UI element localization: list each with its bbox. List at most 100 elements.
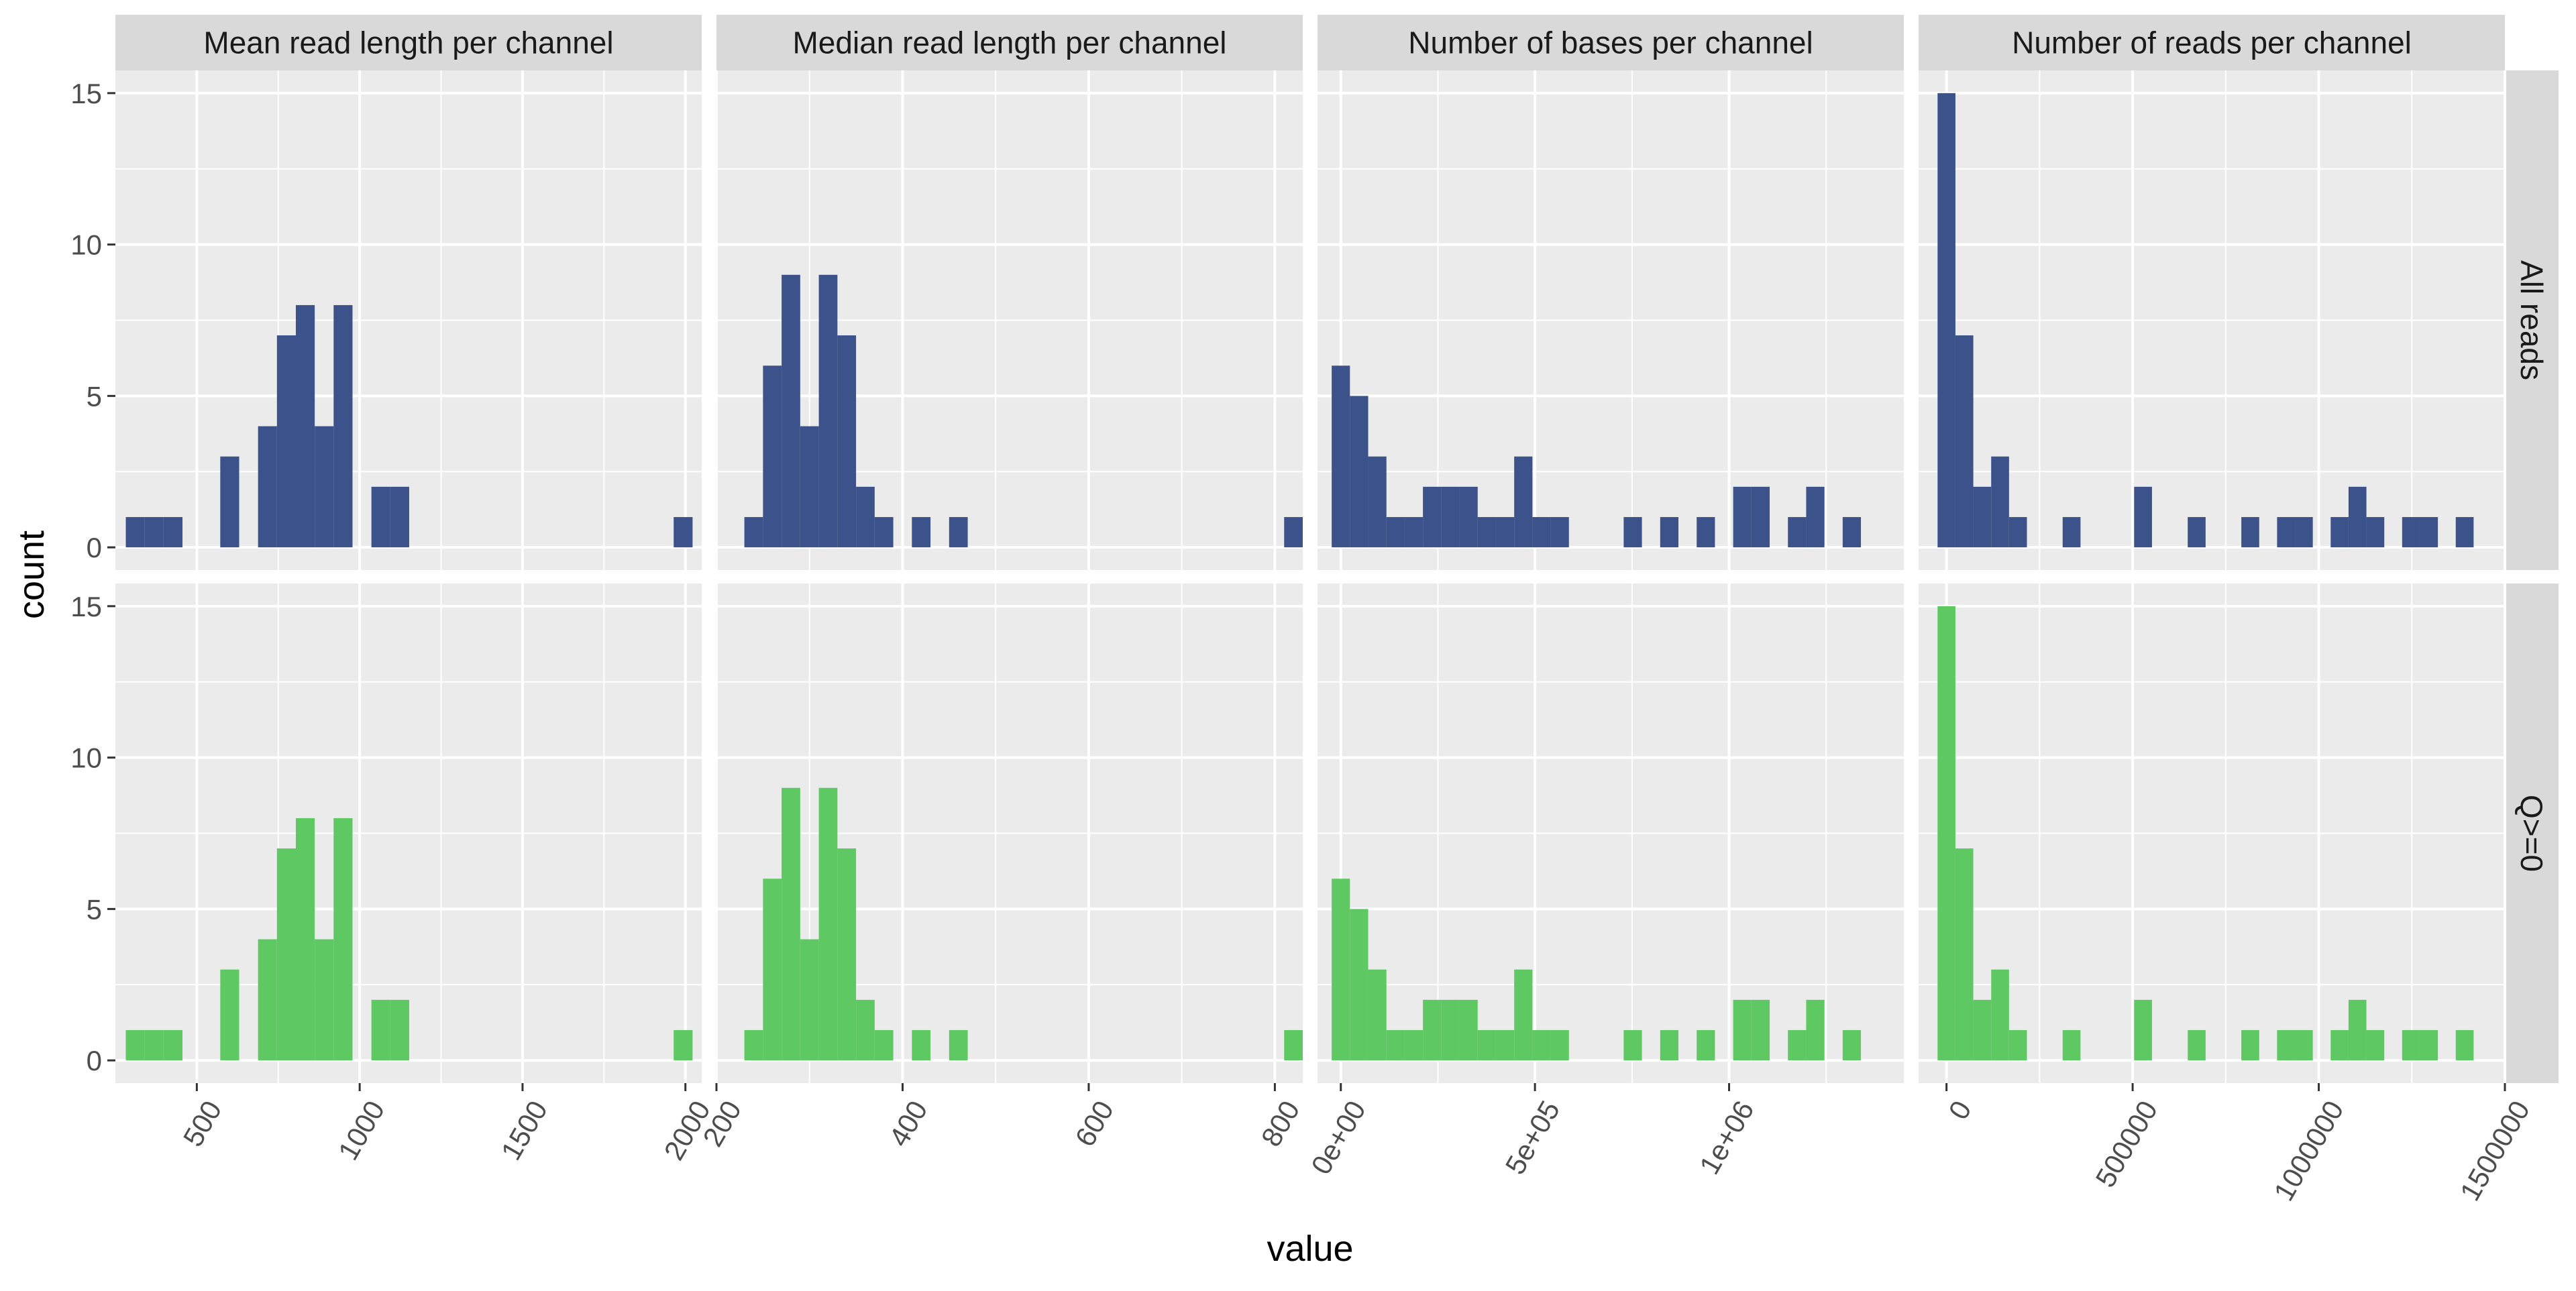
histogram-bar: [674, 516, 693, 548]
histogram-bar: [1550, 1029, 1569, 1061]
histogram-bar: [782, 787, 800, 1061]
histogram-bar: [744, 516, 763, 548]
histogram-bar: [1660, 516, 1679, 548]
histogram-bar: [258, 939, 277, 1061]
histogram-bar: [1423, 486, 1442, 548]
histogram-bar: [1514, 456, 1533, 548]
y-tick-label: 0: [87, 532, 102, 563]
histogram-bar: [276, 848, 296, 1061]
histogram-bar: [2241, 1029, 2259, 1061]
row-strip-label: Q>=0: [2514, 795, 2549, 872]
histogram-bar: [1284, 516, 1303, 548]
histogram-bar: [818, 787, 838, 1061]
x-tick-label: 5e+05: [1499, 1095, 1566, 1180]
histogram-bar: [1441, 486, 1460, 548]
histogram-bar: [2330, 1029, 2349, 1061]
histogram-bar: [333, 304, 353, 548]
histogram-bar: [744, 1029, 763, 1061]
histogram-bar: [1991, 969, 2009, 1061]
x-tick-label: 200: [696, 1095, 747, 1152]
histogram-bar: [2366, 516, 2385, 548]
histogram-bar: [1404, 1029, 1424, 1061]
histogram-bar: [2402, 516, 2420, 548]
histogram-bar: [874, 1029, 894, 1061]
histogram-bar: [220, 456, 239, 548]
facet-strip: [1919, 15, 2505, 70]
histogram-bar: [144, 516, 164, 548]
x-tick-label: 0e+00: [1305, 1095, 1372, 1180]
histogram-bar: [1733, 999, 1752, 1061]
x-tick-label: 1e+06: [1693, 1095, 1760, 1180]
y-axis-title: count: [11, 530, 52, 619]
row-strip: [2505, 583, 2559, 1083]
histogram-bar: [1937, 606, 1955, 1061]
histogram-bar: [1973, 486, 1992, 548]
y-tick-label: 15: [70, 591, 102, 622]
x-tick-label: 500: [177, 1095, 228, 1152]
histogram-bar: [1350, 909, 1368, 1061]
histogram-bar: [763, 879, 782, 1061]
histogram-bar: [1623, 516, 1642, 548]
histogram-bar: [1991, 456, 2009, 548]
histogram-bar: [2062, 516, 2081, 548]
x-tick-label: 500000: [2089, 1095, 2163, 1192]
histogram-bar: [1697, 1029, 1715, 1061]
histogram-bar: [2188, 516, 2206, 548]
histogram-bar: [1386, 1029, 1405, 1061]
x-tick-label: 1500: [495, 1095, 553, 1165]
histogram-bar: [2134, 999, 2152, 1061]
x-tick-label: 400: [883, 1095, 934, 1152]
histogram-bar: [295, 304, 315, 548]
histogram-bar: [125, 1029, 145, 1061]
histogram-bar: [1842, 1029, 1862, 1061]
x-tick-label: 1500000: [2454, 1095, 2536, 1206]
y-tick-label: 15: [70, 78, 102, 109]
histogram-bar: [2420, 1029, 2438, 1061]
histogram-bar: [1550, 516, 1569, 548]
histogram-bar: [912, 1029, 931, 1061]
histogram-bar: [295, 818, 315, 1061]
histogram-bar: [2348, 999, 2367, 1061]
histogram-bar: [2402, 1029, 2420, 1061]
row-strip-label: All reads: [2514, 260, 2549, 380]
histogram-bar: [1806, 486, 1825, 548]
histogram-bar: [220, 969, 239, 1061]
histogram-bar: [1332, 366, 1350, 548]
histogram-bar: [1495, 1029, 1515, 1061]
histogram-bar: [912, 516, 931, 548]
histogram-bar: [782, 274, 800, 548]
histogram-bar: [315, 426, 334, 548]
histogram-bar: [1623, 1029, 1642, 1061]
x-tick-label: 600: [1069, 1095, 1120, 1152]
histogram-bar: [1332, 879, 1350, 1061]
histogram-bar: [949, 1029, 968, 1061]
histogram-bar: [371, 999, 390, 1061]
histogram-bar: [1697, 516, 1715, 548]
histogram-bar: [2295, 516, 2313, 548]
histogram-bar: [818, 274, 838, 548]
histogram-bar: [125, 516, 145, 548]
histogram-bar: [276, 335, 296, 548]
histogram-bar: [949, 516, 968, 548]
histogram-bar: [1751, 486, 1770, 548]
histogram-bar: [2277, 516, 2296, 548]
facet-strip-label: Number of reads per channel: [2012, 25, 2412, 60]
histogram-bar: [315, 939, 334, 1061]
histogram-bar: [1404, 516, 1424, 548]
facet-strip: [716, 15, 1303, 70]
histogram-bar: [1423, 999, 1442, 1061]
x-tick-label: 1000: [332, 1095, 390, 1165]
histogram-bar: [763, 366, 782, 548]
histogram-bar: [1386, 516, 1405, 548]
facet-strip: [115, 15, 702, 70]
histogram-bar: [1788, 1029, 1807, 1061]
y-tick-label: 10: [70, 742, 102, 774]
histogram-bar: [2295, 1029, 2313, 1061]
histogram-bar: [1284, 1029, 1303, 1061]
histogram-bar: [163, 1029, 183, 1061]
histogram-bar: [1368, 456, 1387, 548]
histogram-bar: [2455, 1029, 2474, 1061]
histogram-bar: [390, 999, 409, 1061]
